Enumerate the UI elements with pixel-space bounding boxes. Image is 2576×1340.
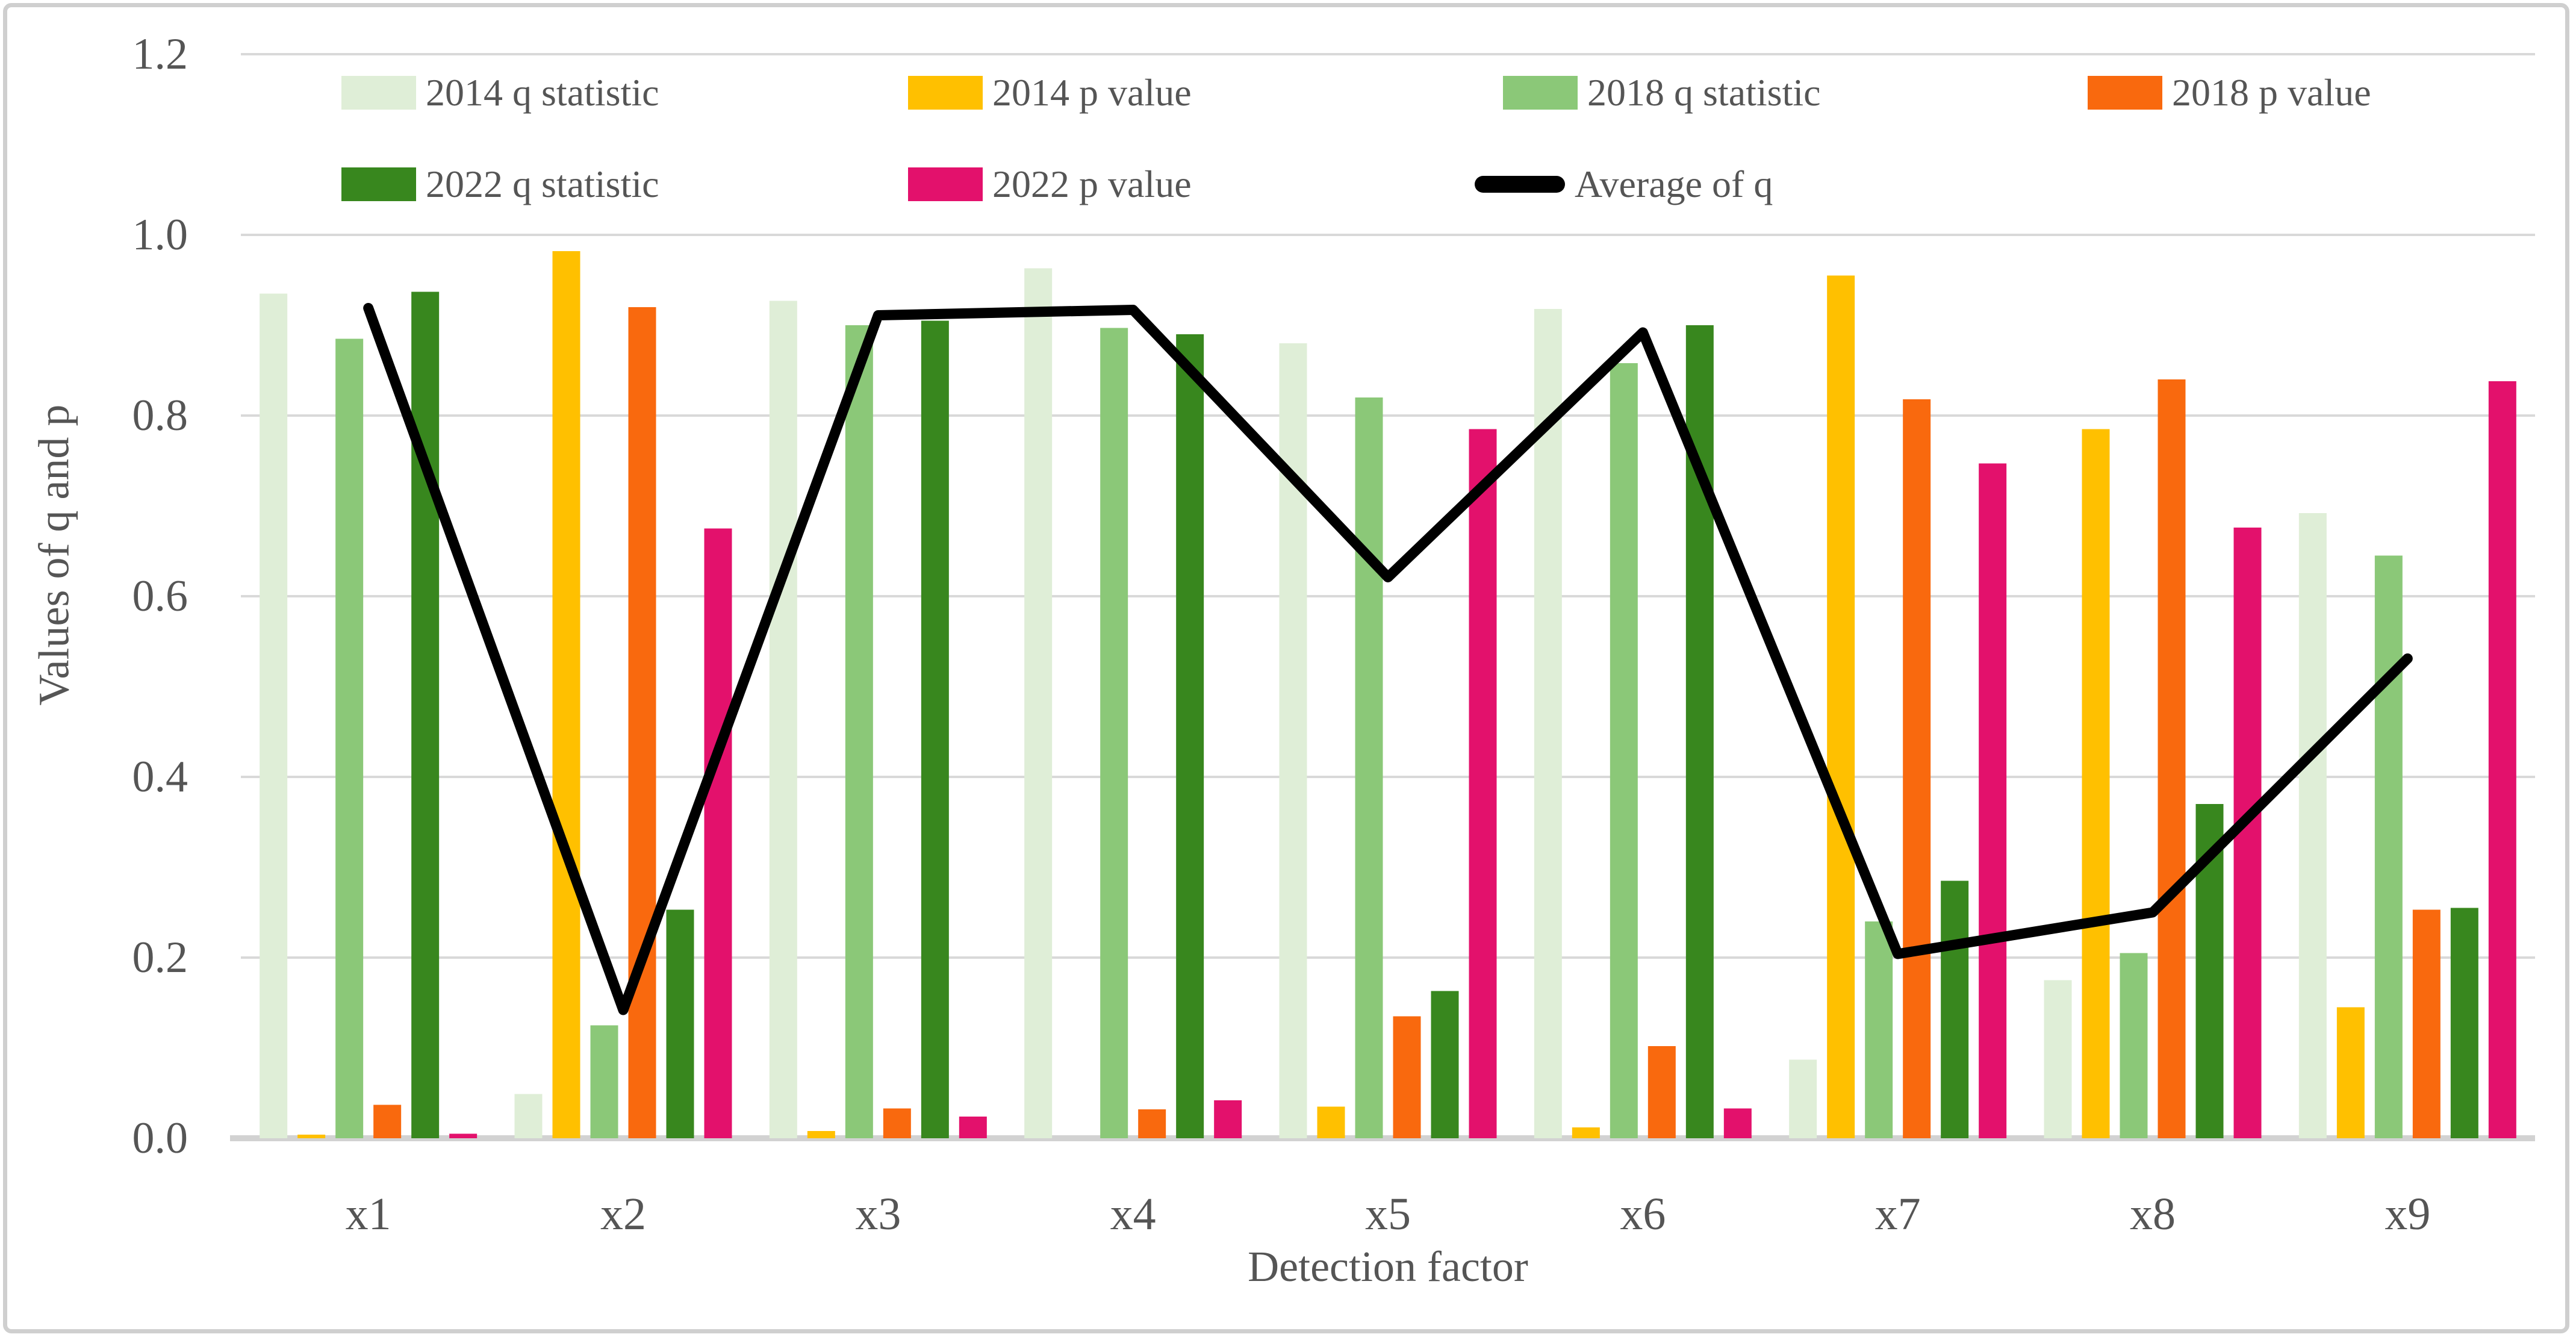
- legend-item: 2014 p value: [908, 73, 1192, 112]
- legend-swatch: [1503, 76, 1578, 110]
- bar: [1979, 463, 2007, 1138]
- legend-label: Average of q: [1575, 163, 1773, 205]
- bar: [590, 1025, 618, 1138]
- legend-label: 2022 q statistic: [426, 163, 659, 205]
- y-tick-label: 0.0: [132, 1114, 188, 1163]
- x-tick-label: x5: [1365, 1189, 1411, 1239]
- bar: [373, 1105, 402, 1138]
- bar: [1214, 1100, 1242, 1138]
- bar: [1100, 328, 1128, 1138]
- bar: [2158, 379, 2186, 1138]
- bar: [2488, 381, 2516, 1138]
- bar: [769, 301, 797, 1138]
- y-axis-title: Values of q and p: [30, 404, 78, 706]
- bar: [1431, 991, 1459, 1138]
- legend-swatch: [2088, 76, 2162, 110]
- x-tick-label: x9: [2385, 1189, 2430, 1239]
- bar: [1176, 334, 1204, 1138]
- bar: [449, 1133, 478, 1138]
- bar: [1355, 397, 1383, 1138]
- bar: [2044, 980, 2072, 1138]
- bar: [1138, 1109, 1166, 1138]
- y-tick-label: 0.8: [132, 391, 188, 440]
- bar: [335, 338, 364, 1138]
- legend-label: 2018 p value: [2172, 71, 2371, 114]
- bar: [2374, 555, 2403, 1138]
- legend-item: 2018 q statistic: [1503, 73, 1821, 112]
- x-tick-label: x7: [1875, 1189, 1921, 1239]
- y-tick-label: 0.4: [132, 752, 188, 802]
- bar: [1572, 1127, 1600, 1138]
- bar: [921, 320, 949, 1138]
- bar: [411, 291, 440, 1138]
- bar: [959, 1117, 987, 1138]
- legend-item: 2014 q statistic: [341, 73, 659, 112]
- bar: [1610, 363, 1638, 1138]
- legend-label: 2018 q statistic: [1587, 71, 1821, 114]
- bar: [514, 1094, 543, 1138]
- legend-item: 2018 p value: [2088, 73, 2371, 112]
- legend-item: Average of q: [1475, 165, 1773, 204]
- x-tick-label: x4: [1110, 1189, 1156, 1239]
- bar: [2298, 513, 2327, 1138]
- legend-label: 2022 p value: [992, 163, 1192, 205]
- y-tick-label: 1.0: [132, 210, 188, 260]
- legend-swatch: [908, 167, 983, 201]
- bar: [1723, 1108, 1752, 1138]
- legend-label: 2014 p value: [992, 71, 1192, 114]
- bar: [1024, 268, 1053, 1138]
- bar: [628, 307, 656, 1138]
- x-tick-label: x8: [2130, 1189, 2176, 1239]
- bar: [1941, 880, 1969, 1138]
- x-tick-label: x2: [600, 1189, 646, 1239]
- x-axis-title: Detection factor: [1248, 1242, 1528, 1291]
- legend-label: 2014 q statistic: [426, 71, 659, 114]
- bar: [1789, 1059, 1817, 1138]
- y-tick-label: 0.2: [132, 933, 188, 982]
- bar: [2336, 1007, 2365, 1138]
- legend-line-marker: [1475, 176, 1565, 193]
- legend-item: 2022 p value: [908, 165, 1192, 204]
- bar: [666, 909, 694, 1138]
- average-line: [363, 303, 2413, 1015]
- bar: [883, 1108, 911, 1138]
- chart-legend: 2014 q statistic 2014 p value 2018 q stati…: [0, 0, 2576, 253]
- y-tick-label: 0.6: [132, 572, 188, 621]
- legend-swatch: [908, 76, 983, 110]
- legend-item: 2022 q statistic: [341, 165, 659, 204]
- bar: [1647, 1046, 1676, 1138]
- bar: [1534, 309, 1562, 1138]
- bar: [2082, 429, 2110, 1138]
- x-tick-label: x6: [1620, 1189, 1666, 1239]
- bar: [2412, 909, 2441, 1138]
- bar: [552, 251, 580, 1138]
- bar: [1865, 921, 1893, 1138]
- bar: [845, 325, 873, 1138]
- legend-swatch: [341, 167, 416, 201]
- bar: [1393, 1016, 1421, 1138]
- bar: [1903, 399, 1931, 1138]
- bar: [1317, 1106, 1345, 1138]
- bar: [1827, 275, 1855, 1138]
- bar: [260, 293, 288, 1138]
- x-tick-label: x3: [855, 1189, 901, 1239]
- bar: [1469, 429, 1497, 1138]
- bar: [2450, 908, 2478, 1138]
- y-tick-label: 1.2: [132, 30, 188, 79]
- bar: [2120, 953, 2148, 1138]
- bar: [297, 1135, 326, 1138]
- legend-swatch: [341, 76, 416, 110]
- x-tick-label: x1: [346, 1189, 391, 1239]
- bar: [807, 1131, 835, 1138]
- bar: [704, 528, 732, 1138]
